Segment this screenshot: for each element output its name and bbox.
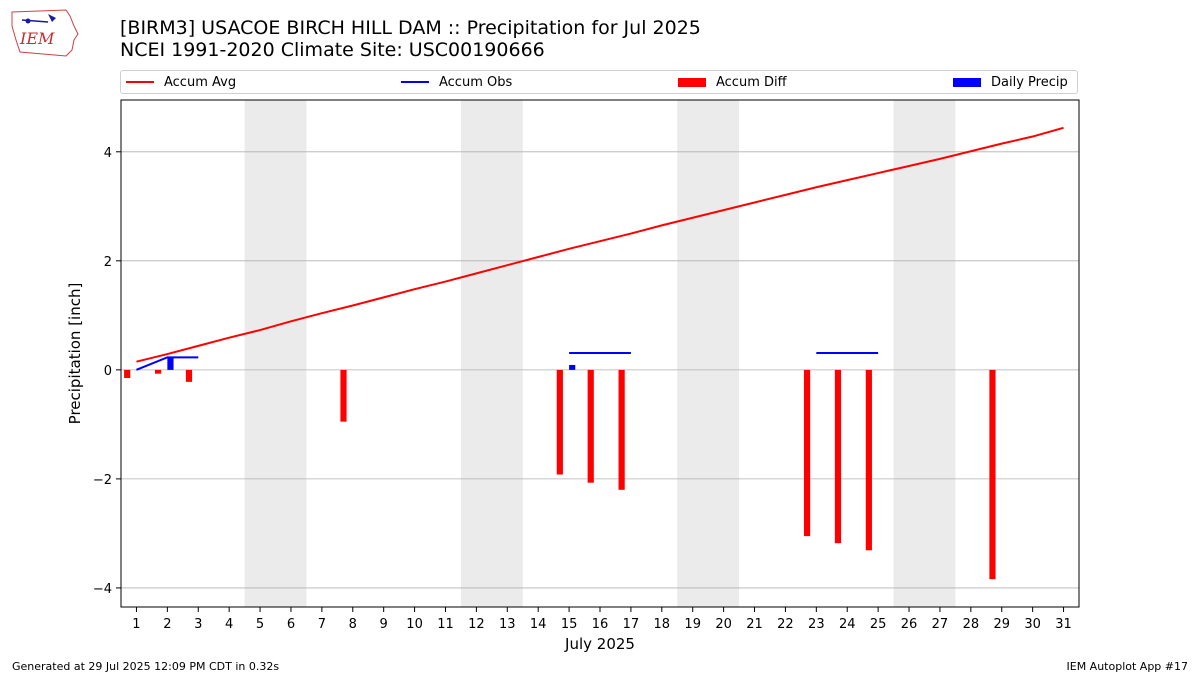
x-tick-label: 8 — [349, 617, 357, 632]
y-gridlines — [121, 151, 1079, 589]
legend-label: Accum Obs — [439, 74, 513, 90]
lines — [136, 126, 1064, 371]
legend-swatch-daily-precip — [953, 77, 981, 87]
x-tick-label: 27 — [932, 617, 949, 632]
x-tick-label: 7 — [318, 617, 326, 632]
legend-item-accum-diff: Accum Diff — [678, 71, 787, 93]
legend-item-accum-avg: Accum Avg — [126, 71, 236, 93]
x-tick-label: 22 — [777, 617, 794, 632]
footer-app-text: IEM Autoplot App #17 — [1066, 660, 1189, 673]
x-tick-label: 15 — [561, 617, 578, 632]
accum-diff-bar — [989, 369, 996, 580]
weather-vane-hub — [25, 18, 31, 24]
chart-title: [BIRM3] USACOE BIRCH HILL DAM :: Precipi… — [120, 17, 701, 39]
x-tick-label: 18 — [654, 617, 671, 632]
x-tick-label: 31 — [1055, 617, 1072, 632]
legend-label: Accum Diff — [716, 74, 787, 90]
x-tick-label: 21 — [746, 617, 763, 632]
x-tick-label: 17 — [623, 617, 640, 632]
logo-text: IEM — [19, 29, 55, 48]
legend-swatch-accum-avg — [126, 81, 154, 83]
x-tick-label: 28 — [963, 617, 980, 632]
x-tick-label: 19 — [684, 617, 701, 632]
weather-vane-tail — [48, 14, 56, 22]
accum-diff-bar — [618, 369, 625, 490]
legend-item-accum-obs: Accum Obs — [401, 71, 512, 93]
x-tick-label: 25 — [870, 617, 887, 632]
legend-swatch-accum-obs — [401, 81, 429, 83]
y-axis-ticks: −4 −2 0 2 4 — [93, 146, 121, 597]
x-tick-label: 20 — [715, 617, 732, 632]
weekend-band — [677, 100, 740, 607]
legend-swatch-accum-diff — [678, 77, 706, 87]
accum-diff-bar — [154, 369, 162, 374]
x-tick-label: 23 — [808, 617, 825, 632]
bars — [124, 357, 996, 580]
x-tick-label: 6 — [287, 617, 295, 632]
x-tick-label: 1 — [132, 617, 140, 632]
x-axis-ticks: 1 2 3 4 5 6 7 8 9 10 11 12 13 14 15 16 17 18 19 20 21 22 23 24 2… — [132, 607, 1072, 632]
iem-logo-icon: IEM — [11, 9, 79, 57]
daily-precip-bar — [167, 357, 174, 370]
precipitation-chart: 1 2 3 4 5 6 7 8 9 10 11 12 13 14 15 16 17 18 19 20 21 22 23 24 2… — [66, 99, 1080, 653]
x-tick-label: 30 — [1024, 617, 1041, 632]
x-tick-label: 5 — [256, 617, 264, 632]
daily-precip-bar — [569, 364, 576, 370]
x-tick-label: 2 — [163, 617, 171, 632]
accum-avg-line — [136, 126, 1064, 363]
chart-legend: Accum Avg Accum Obs Accum Diff Daily Pre… — [120, 70, 1078, 94]
accum-diff-bar — [587, 369, 594, 483]
iowa-outline — [11, 9, 79, 57]
weekend-shading — [244, 100, 956, 607]
y-tick-label: 4 — [104, 146, 112, 161]
accum-diff-bar — [865, 369, 872, 551]
accum-diff-bar — [340, 369, 347, 422]
accum-diff-bar — [834, 369, 842, 544]
y-tick-label: −2 — [93, 473, 112, 488]
weekend-band — [244, 100, 307, 607]
accum-obs-line — [136, 356, 199, 371]
y-tick-label: 0 — [104, 364, 112, 379]
accum-diff-bar — [185, 369, 193, 382]
x-tick-label: 16 — [592, 617, 609, 632]
x-tick-label: 3 — [194, 617, 202, 632]
chart-subtitle: NCEI 1991-2020 Climate Site: USC00190666 — [120, 39, 545, 61]
x-tick-label: 4 — [225, 617, 233, 632]
footer-generated-text: Generated at 29 Jul 2025 12:09 PM CDT in… — [12, 660, 280, 673]
legend-label: Daily Precip — [991, 74, 1068, 90]
x-tick-label: 9 — [380, 617, 388, 632]
x-tick-label: 13 — [499, 617, 516, 632]
y-tick-label: −4 — [93, 582, 112, 597]
y-axis-label: Precipitation [inch] — [66, 283, 84, 425]
accum-diff-bar — [803, 369, 811, 537]
weekend-band — [460, 100, 523, 607]
legend-item-daily-precip: Daily Precip — [953, 71, 1068, 93]
x-tick-label: 11 — [437, 617, 454, 632]
x-tick-label: 29 — [993, 617, 1010, 632]
x-tick-label: 12 — [468, 617, 485, 632]
x-tick-label: 26 — [901, 617, 918, 632]
weekend-band — [893, 100, 956, 607]
accum-diff-bar — [556, 369, 563, 475]
y-tick-label: 2 — [104, 255, 112, 270]
x-axis-label: July 2025 — [564, 635, 635, 653]
x-tick-label: 10 — [406, 617, 423, 632]
accum-diff-bar — [124, 369, 131, 379]
x-tick-label: 14 — [530, 617, 547, 632]
x-tick-label: 24 — [839, 617, 856, 632]
legend-label: Accum Avg — [164, 74, 237, 90]
